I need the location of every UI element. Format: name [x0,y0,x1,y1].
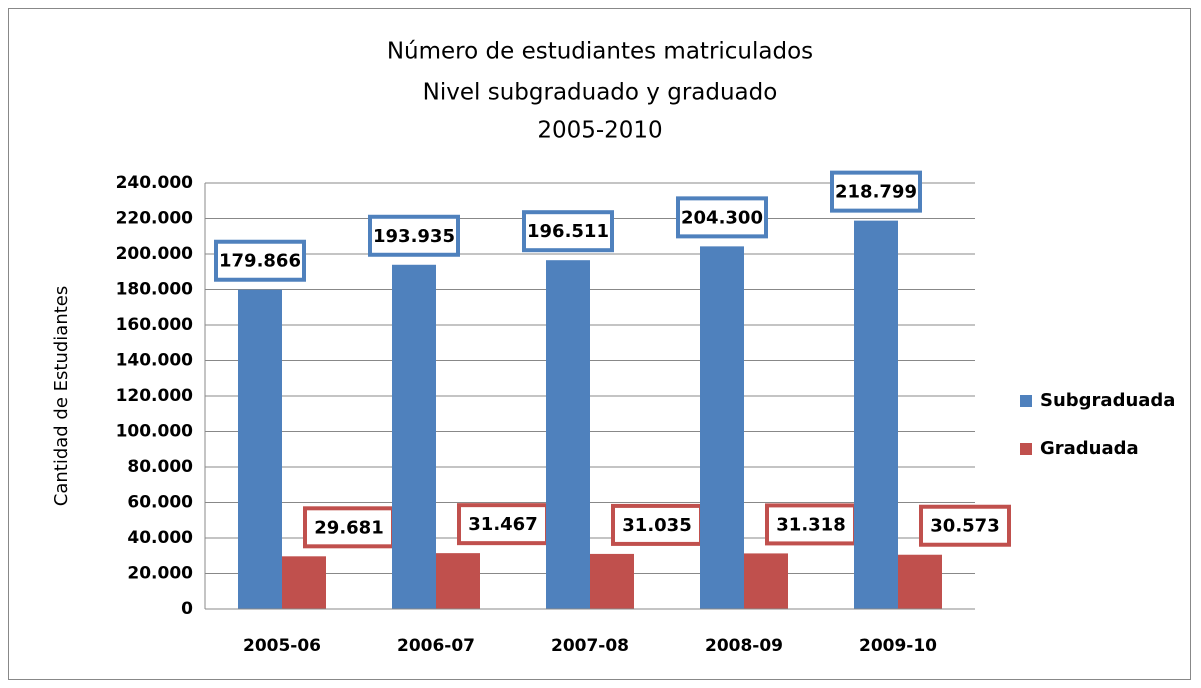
data-label-box [830,170,922,213]
data-label-box [676,196,768,239]
bar [238,289,282,609]
legend-label: Graduada [1040,438,1139,459]
y-axis-label: Cantidad de Estudiantes [51,286,72,506]
bar [282,556,326,609]
x-tick-label: 2006-07 [397,636,475,656]
data-label: 218.799 [835,182,917,203]
bar [898,554,942,609]
y-tick-label: 180.000 [116,280,194,300]
chart-title: Número de estudiantes matriculados [387,39,813,65]
bar [436,553,480,609]
data-label-box [522,210,614,253]
y-tick-label: 80.000 [127,457,193,477]
data-label: 31.035 [622,515,691,536]
bar [854,220,898,609]
data-label: 204.300 [681,207,763,228]
data-label: 30.573 [930,516,999,537]
bar [700,246,744,609]
data-label-box [368,214,460,257]
y-tick-label: 20.000 [127,564,193,584]
bar [590,553,634,609]
legend-label: Subgraduada [1040,390,1175,411]
bar [744,553,788,609]
y-tick-label: 240.000 [116,173,194,193]
chart-title: 2005-2010 [537,118,662,144]
chart-title: Nivel subgraduado y graduado [423,80,778,106]
bar [546,260,590,609]
x-tick-label: 2005-06 [243,636,321,656]
y-tick-label: 60.000 [127,493,193,513]
data-label: 29.681 [314,517,383,538]
bar [392,264,436,609]
y-tick-label: 140.000 [116,351,194,371]
legend-swatch [1020,395,1032,407]
x-tick-label: 2009-10 [859,636,937,656]
data-label: 31.318 [776,514,845,535]
legend-swatch [1020,443,1032,455]
data-label: 193.935 [373,226,455,247]
y-tick-label: 160.000 [116,315,194,335]
y-tick-label: 220.000 [116,209,194,229]
y-tick-label: 100.000 [116,422,194,442]
y-tick-label: 120.000 [116,386,194,406]
y-tick-label: 40.000 [127,528,193,548]
data-label-box [919,504,1011,547]
y-tick-label: 0 [181,599,193,619]
data-label: 31.467 [468,514,537,535]
x-tick-label: 2008-09 [705,636,783,656]
y-tick-label: 200.000 [116,244,194,264]
data-label: 196.511 [527,221,609,242]
data-label-box [214,239,306,282]
x-tick-label: 2007-08 [551,636,629,656]
data-label: 179.866 [219,251,301,272]
